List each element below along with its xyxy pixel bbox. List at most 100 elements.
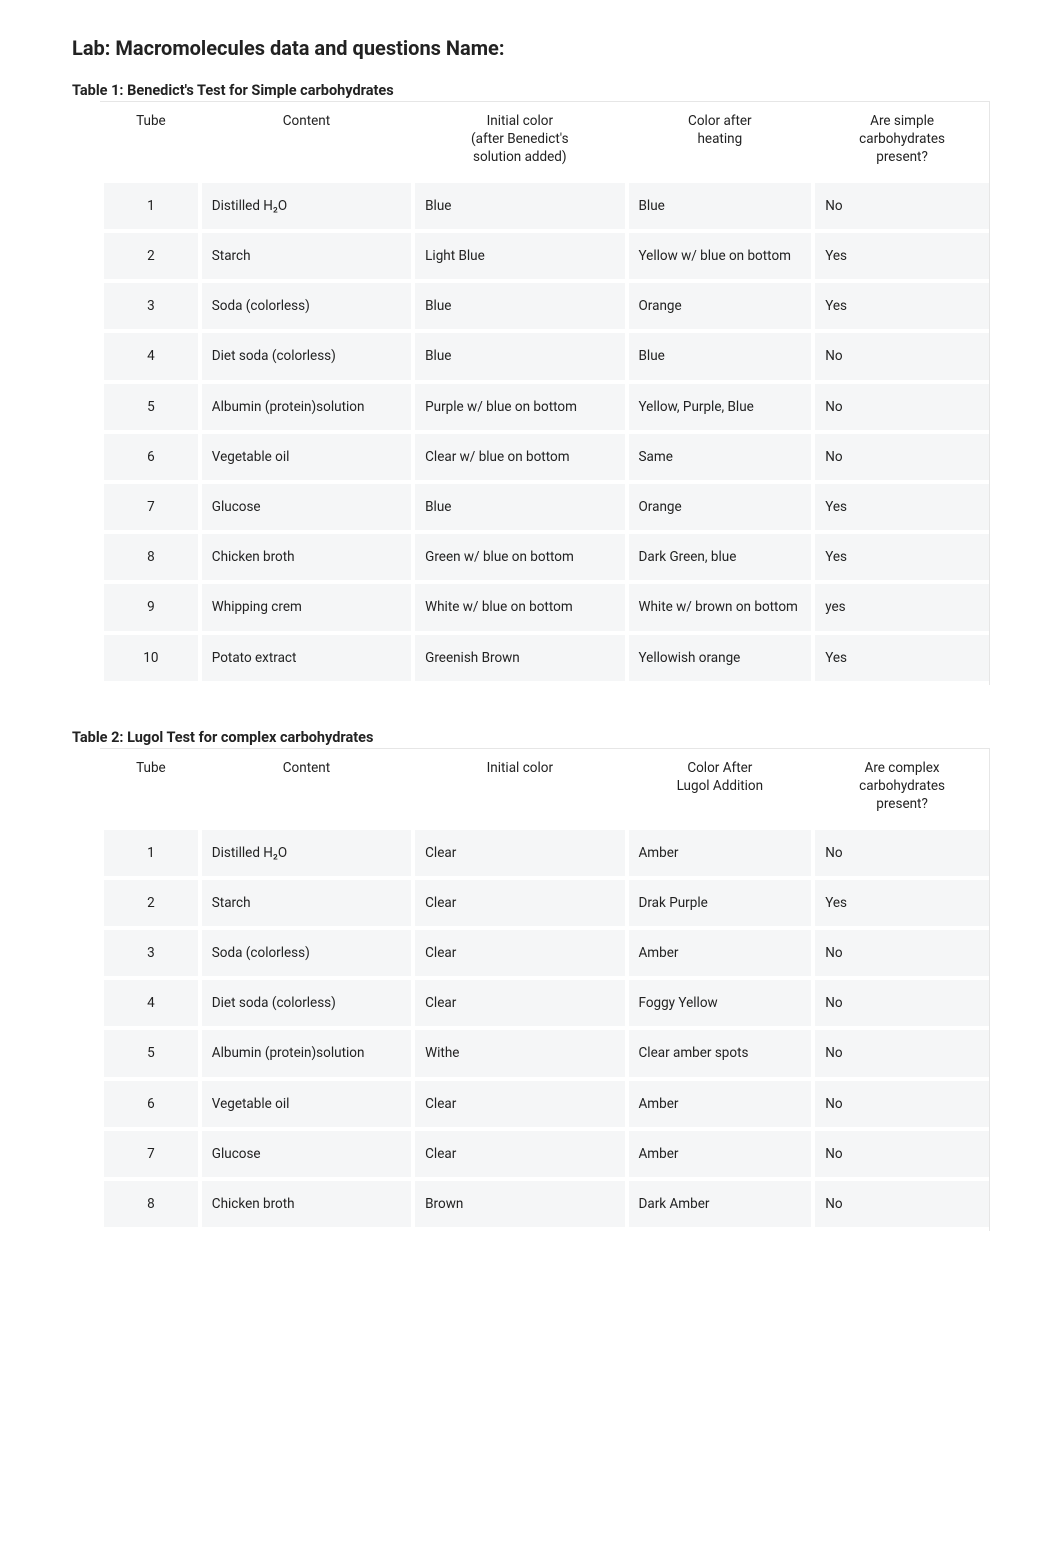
cell-tube: 1 [100, 183, 198, 229]
cell-col4: Foggy Yellow [625, 980, 812, 1026]
table-row: 4Diet soda (colorless)BlueBlueNo [100, 333, 989, 383]
cell-col5: No [811, 183, 989, 229]
cell-col3: Clear w/ blue on bottom [411, 434, 624, 480]
cell-col5: yes [811, 584, 989, 630]
cell-col5: Yes [811, 233, 989, 279]
cell-col4: Orange [625, 484, 812, 530]
cell-col5: No [811, 830, 989, 876]
cell-col5: Yes [811, 484, 989, 530]
cell-tube: 7 [100, 1131, 198, 1177]
table-row: 6Vegetable oilClear w/ blue on bottomSam… [100, 434, 989, 484]
table1-col-after: Color after heating [625, 102, 812, 181]
cell-tube: 8 [100, 1181, 198, 1227]
cell-col3: Clear [411, 1081, 624, 1127]
table-row: 10Potato extractGreenish BrownYellowish … [100, 635, 989, 685]
cell-col4: Yellow, Purple, Blue [625, 384, 812, 430]
cell-tube: 5 [100, 1030, 198, 1076]
table1-col-content: Content [198, 102, 411, 181]
cell-col3: Withe [411, 1030, 624, 1076]
table-row: 3Soda (colorless)BlueOrangeYes [100, 283, 989, 333]
cell-content: Whipping crem [198, 584, 411, 630]
cell-col5: No [811, 1131, 989, 1177]
cell-col3: Purple w/ blue on bottom [411, 384, 624, 430]
cell-col3: Blue [411, 333, 624, 379]
cell-col5: Yes [811, 635, 989, 681]
table2-col-tube: Tube [100, 749, 198, 828]
table1-col-initial: Initial color (after Benedict's solution… [411, 102, 624, 181]
table2-header-row: Tube Content Initial color Color After L… [100, 749, 989, 830]
cell-col5: No [811, 434, 989, 480]
table1-header-row: Tube Content Initial color (after Benedi… [100, 102, 989, 183]
cell-content: Starch [198, 880, 411, 926]
table1-body: 1Distilled H₂OBlueBlueNo2StarchLight Blu… [100, 183, 989, 685]
cell-col4: Yellowish orange [625, 635, 812, 681]
table-row: 8Chicken brothBrownDark AmberNo [100, 1181, 989, 1231]
table2-title: Table 2: Lugol Test for complex carbohyd… [72, 729, 990, 746]
cell-col4: Blue [625, 333, 812, 379]
cell-content: Albumin (protein)solution [198, 384, 411, 430]
table-row: 2StarchClearDrak PurpleYes [100, 880, 989, 930]
table1-col-tube: Tube [100, 102, 198, 181]
table2-col-content: Content [198, 749, 411, 828]
table-row: 9Whipping cremWhite w/ blue on bottomWhi… [100, 584, 989, 634]
cell-content: Starch [198, 233, 411, 279]
table-row: 3Soda (colorless)ClearAmberNo [100, 930, 989, 980]
cell-col4: Amber [625, 1131, 812, 1177]
cell-content: Chicken broth [198, 534, 411, 580]
cell-col3: White w/ blue on bottom [411, 584, 624, 630]
cell-content: Chicken broth [198, 1181, 411, 1227]
cell-col4: Amber [625, 830, 812, 876]
table-row: 5Albumin (protein)solutionPurple w/ blue… [100, 384, 989, 434]
cell-tube: 6 [100, 1081, 198, 1127]
cell-col5: Yes [811, 283, 989, 329]
cell-col5: No [811, 930, 989, 976]
table-row: 1Distilled H₂OBlueBlueNo [100, 183, 989, 233]
cell-col3: Greenish Brown [411, 635, 624, 681]
cell-tube: 1 [100, 830, 198, 876]
table1: Tube Content Initial color (after Benedi… [100, 101, 990, 685]
table1-col-present: Are simple carbohydrates present? [811, 102, 989, 181]
cell-content: Vegetable oil [198, 1081, 411, 1127]
cell-col3: Blue [411, 484, 624, 530]
cell-col5: No [811, 980, 989, 1026]
cell-content: Soda (colorless) [198, 930, 411, 976]
table-row: 6Vegetable oilClearAmberNo [100, 1081, 989, 1131]
table-row: 7GlucoseBlueOrangeYes [100, 484, 989, 534]
cell-tube: 3 [100, 283, 198, 329]
cell-col5: No [811, 1081, 989, 1127]
table2-col-initial: Initial color [411, 749, 624, 828]
cell-content: Glucose [198, 1131, 411, 1177]
cell-tube: 2 [100, 233, 198, 279]
cell-tube: 3 [100, 930, 198, 976]
table-row: 2StarchLight BlueYellow w/ blue on botto… [100, 233, 989, 283]
cell-content: Distilled H₂O [198, 830, 411, 876]
table2-body: 1Distilled H₂OClearAmberNo2StarchClearDr… [100, 830, 989, 1232]
table-row: 5Albumin (protein)solutionWitheClear amb… [100, 1030, 989, 1080]
cell-tube: 7 [100, 484, 198, 530]
cell-col4: Orange [625, 283, 812, 329]
cell-col3: Blue [411, 283, 624, 329]
cell-tube: 8 [100, 534, 198, 580]
cell-col4: Amber [625, 930, 812, 976]
cell-content: Diet soda (colorless) [198, 333, 411, 379]
cell-content: Soda (colorless) [198, 283, 411, 329]
cell-tube: 10 [100, 635, 198, 681]
cell-col3: Clear [411, 1131, 624, 1177]
cell-tube: 4 [100, 980, 198, 1026]
table-row: 7GlucoseClearAmberNo [100, 1131, 989, 1181]
cell-col4: Blue [625, 183, 812, 229]
cell-col5: Yes [811, 880, 989, 926]
cell-content: Glucose [198, 484, 411, 530]
cell-col5: No [811, 1030, 989, 1076]
cell-tube: 9 [100, 584, 198, 630]
cell-col4: White w/ brown on bottom [625, 584, 812, 630]
cell-col4: Clear amber spots [625, 1030, 812, 1076]
table1-title: Table 1: Benedict's Test for Simple carb… [72, 82, 990, 99]
cell-content: Albumin (protein)solution [198, 1030, 411, 1076]
cell-col5: No [811, 384, 989, 430]
cell-tube: 6 [100, 434, 198, 480]
cell-content: Diet soda (colorless) [198, 980, 411, 1026]
table-row: 4Diet soda (colorless)ClearFoggy YellowN… [100, 980, 989, 1030]
cell-col3: Clear [411, 880, 624, 926]
cell-col4: Dark Green, blue [625, 534, 812, 580]
